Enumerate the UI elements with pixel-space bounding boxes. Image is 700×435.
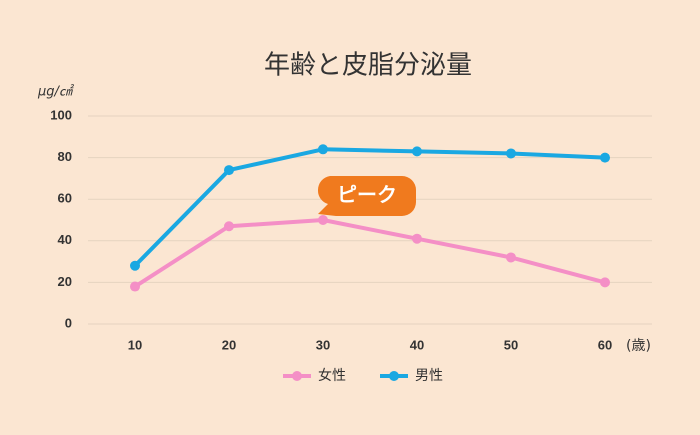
data-point bbox=[600, 152, 610, 163]
plot-area: 0 20 40 60 80 100 10 20 30 40 50 60 女性 男性 bbox=[50, 107, 652, 384]
x-tick-label: 60 bbox=[598, 337, 612, 352]
x-tick-label: 40 bbox=[410, 337, 424, 352]
legend-marker bbox=[389, 371, 399, 381]
y-tick-label: 0 bbox=[65, 315, 72, 330]
legend-marker bbox=[292, 371, 302, 381]
data-point bbox=[412, 146, 422, 157]
y-tick-label: 80 bbox=[58, 149, 72, 164]
y-tick-label: 60 bbox=[58, 191, 72, 206]
y-tick-label: 40 bbox=[58, 232, 72, 247]
data-point bbox=[224, 221, 234, 232]
series-line bbox=[133, 147, 606, 268]
data-point bbox=[130, 260, 140, 271]
data-point bbox=[412, 233, 422, 244]
x-tick-label: 10 bbox=[128, 337, 142, 352]
annotation-text: ピーク bbox=[337, 183, 397, 207]
data-point bbox=[130, 281, 140, 292]
data-point bbox=[506, 252, 516, 263]
y-axis-label: μg/㎠ bbox=[37, 84, 75, 100]
annotation: ピーク bbox=[317, 176, 416, 216]
y-tick-label: 20 bbox=[58, 274, 72, 289]
x-tick-label: 30 bbox=[316, 337, 330, 352]
data-point bbox=[318, 144, 328, 155]
legend-label: 男性 bbox=[415, 368, 443, 384]
chart-title: 年齢と皮脂分泌量 bbox=[264, 51, 472, 81]
data-point bbox=[318, 215, 328, 225]
callout-bubble bbox=[317, 176, 416, 216]
data-point bbox=[224, 165, 234, 176]
data-point bbox=[506, 148, 516, 159]
legend-label: 女性 bbox=[318, 367, 346, 384]
x-tick-label: 20 bbox=[222, 337, 236, 352]
x-axis-label: (歳) bbox=[626, 338, 651, 354]
x-tick-label: 50 bbox=[504, 337, 518, 352]
data-point bbox=[600, 277, 610, 288]
y-tick-label: 100 bbox=[50, 107, 72, 122]
series-line bbox=[133, 218, 606, 289]
